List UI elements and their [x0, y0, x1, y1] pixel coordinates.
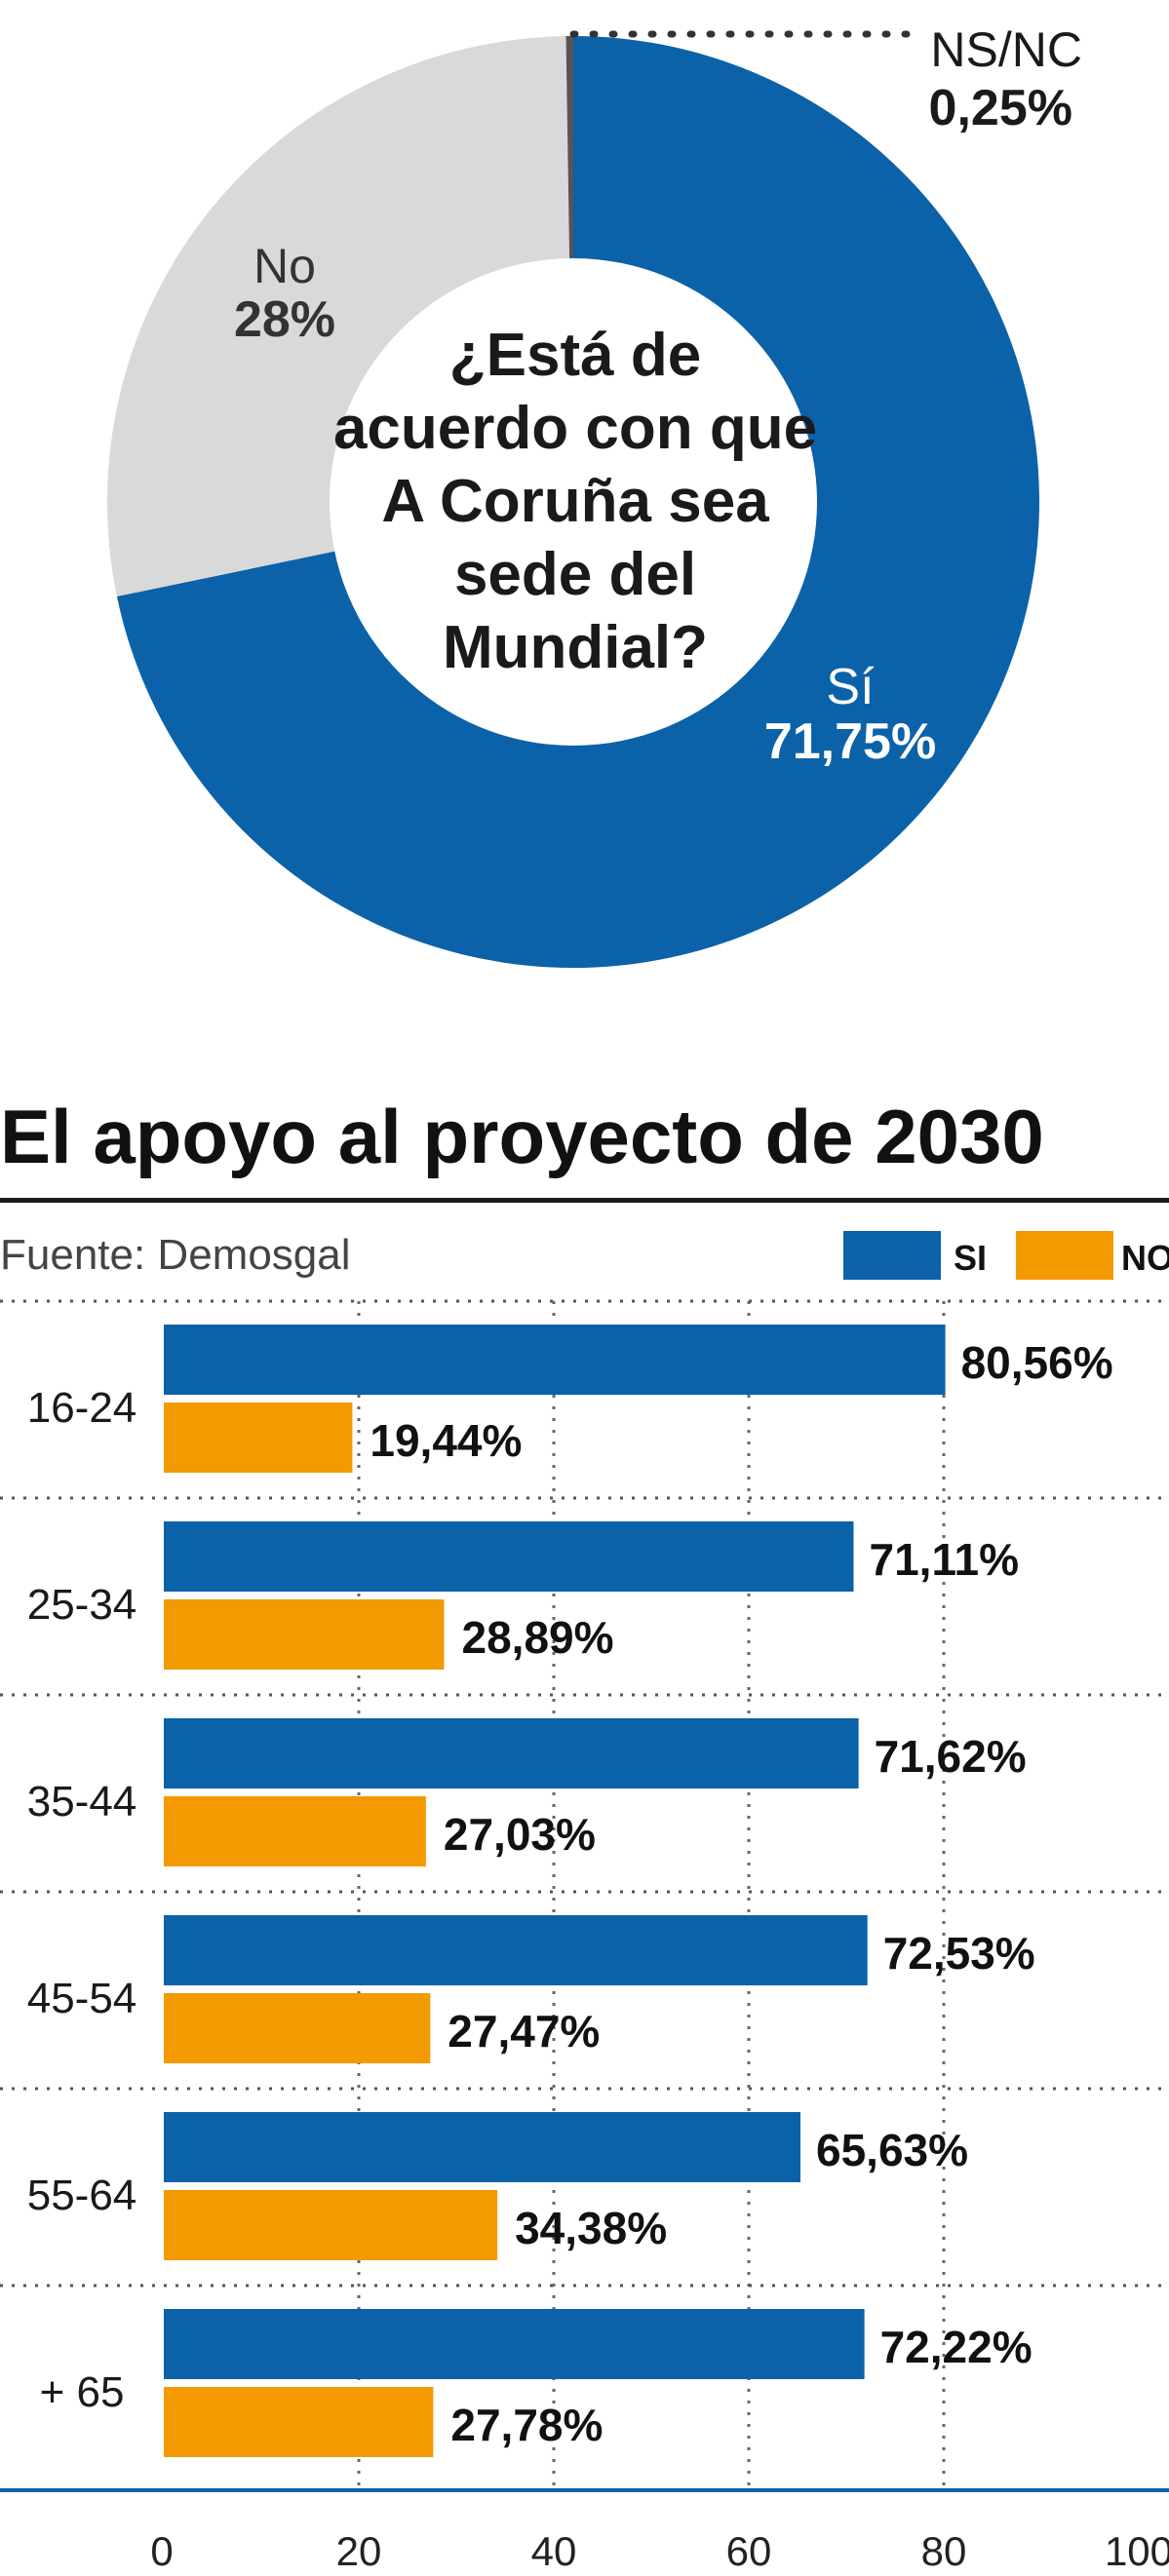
no-name-label: No — [253, 239, 316, 293]
bar-si — [164, 1915, 868, 1985]
bar-row: 35-44 71,62% 27,03% — [27, 1718, 1027, 1866]
bar-si — [164, 1521, 854, 1592]
legend-no-swatch — [1016, 1231, 1113, 1280]
title-rule — [0, 1198, 1169, 1203]
bar-row: 25-34 71,11% 28,89% — [27, 1521, 1019, 1670]
bar-no-value-label: 27,78% — [450, 2400, 603, 2450]
bar-si-value-label: 72,22% — [880, 2322, 1033, 2372]
bar-no-value-label: 27,03% — [444, 1809, 596, 1860]
x-tick-label: 0 — [150, 2528, 173, 2574]
nsnc-value-label: 0,25% — [929, 80, 1072, 136]
bar-si — [164, 2112, 800, 2182]
center-question-line: ¿Está de — [449, 322, 701, 389]
bar-si — [164, 1325, 946, 1395]
bar-si-value-label: 72,53% — [883, 1928, 1035, 1979]
bar-no — [164, 1993, 431, 2063]
si-value-label: 71,75% — [764, 713, 936, 770]
donut-chart: NS/NC 0,25% No 28% Sí 71,75% ¿Está de ac… — [106, 22, 1082, 968]
bar-no-value-label: 19,44% — [370, 1415, 522, 1466]
bar-row: 45-54 72,53% 27,47% — [27, 1915, 1035, 2063]
legend-si-label: SI — [954, 1238, 987, 1278]
bar-no — [164, 1796, 426, 1866]
si-name-label: Sí — [826, 659, 875, 715]
category-label: 16-24 — [27, 1384, 137, 1432]
x-tick-label: 60 — [726, 2528, 772, 2574]
bar-chart: El apoyo al proyecto de 2030 Fuente: Dem… — [0, 1094, 1169, 2574]
bar-no — [164, 1599, 445, 1670]
x-tick-label: 20 — [336, 2528, 382, 2574]
bar-rows: 16-24 80,56% 19,44% 25-34 71,11% 28,89% 35-44 7… — [27, 1325, 1113, 2457]
source-label: Fuente: Demosgal — [0, 1231, 351, 1279]
x-tick-label: 100 — [1105, 2528, 1169, 2574]
bar-row: 55-64 65,63% 34,38% — [27, 2112, 968, 2260]
bar-row: 16-24 80,56% 19,44% — [27, 1325, 1113, 1473]
bar-si — [164, 2309, 865, 2379]
bar-row: + 65 72,22% 27,78% — [40, 2309, 1033, 2457]
center-question-line: sede del — [454, 541, 696, 608]
center-question-line: acuerdo con que — [333, 395, 817, 462]
bar-si-value-label: 71,62% — [875, 1731, 1027, 1782]
bar-si-value-label: 80,56% — [961, 1337, 1113, 1388]
x-axis-line — [0, 2488, 1169, 2492]
legend-si-swatch — [843, 1231, 941, 1280]
bar-si — [164, 1718, 859, 1788]
bar-no — [164, 2387, 434, 2457]
category-label: 35-44 — [27, 1778, 137, 1826]
donut-center-question: ¿Está de acuerdo con que A Coruña sea se… — [333, 322, 817, 681]
legend-no-label: NO — [1121, 1238, 1169, 1278]
x-axis-ticks: 0 20 40 60 80 100 — [150, 2528, 1169, 2574]
bar-no — [164, 2190, 498, 2260]
bar-no-value-label: 27,47% — [448, 2006, 600, 2057]
center-question-line: Mundial? — [443, 614, 708, 681]
nsnc-name-label: NS/NC — [930, 22, 1082, 77]
bar-no — [164, 1403, 353, 1473]
category-label: 45-54 — [27, 1975, 137, 2022]
category-label: 25-34 — [27, 1581, 137, 1629]
bar-no-value-label: 28,89% — [462, 1612, 614, 1663]
legend: SI NO — [843, 1231, 1169, 1280]
category-label: 55-64 — [27, 2172, 137, 2219]
bar-chart-title: El apoyo al proyecto de 2030 — [0, 1094, 1044, 1179]
x-tick-label: 80 — [921, 2528, 967, 2574]
x-tick-label: 40 — [531, 2528, 577, 2574]
category-label: + 65 — [40, 2368, 125, 2416]
bar-si-value-label: 65,63% — [816, 2125, 968, 2175]
donut-hole — [330, 258, 817, 746]
no-value-label: 28% — [234, 291, 335, 348]
bar-no-value-label: 34,38% — [515, 2203, 667, 2253]
center-question-line: A Coruña sea — [381, 468, 769, 535]
bar-si-value-label: 71,11% — [870, 1534, 1019, 1585]
